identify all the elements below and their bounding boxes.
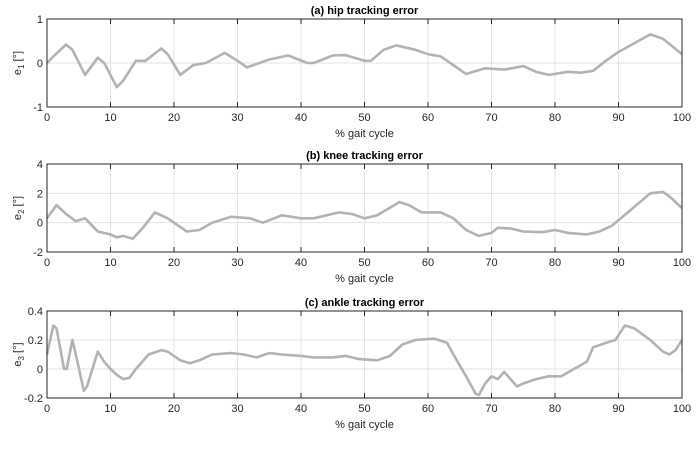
y-tick-label: 0.2 (28, 335, 43, 347)
subplot-3: 0 10 20 30 40 50 60 70 80 90 100-0.200.20.4(c) ank… (12, 297, 691, 431)
x-tick-label: 100 (673, 112, 691, 124)
x-tick-label: 50 (358, 112, 370, 124)
y-tick-label: 0 (37, 58, 43, 70)
data-series-line (45, 324, 684, 397)
data-series-line (45, 190, 683, 241)
x-tick-label: 40 (295, 257, 307, 269)
x-tick-label: 80 (549, 257, 561, 269)
x-tick-label: 90 (612, 112, 624, 124)
x-tick-label: 80 (549, 112, 561, 124)
y-tick-label: 0.4 (28, 306, 43, 318)
y-axis-label: e1 [°] (12, 51, 26, 75)
y-tick-label: 1 (37, 14, 43, 26)
x-tick-label: 60 (422, 403, 434, 415)
x-tick-label: 40 (295, 112, 307, 124)
x-tick-label: 0 (44, 403, 50, 415)
x-tick-label: 30 (231, 112, 243, 124)
x-tick-label: 30 (231, 403, 243, 415)
x-tick-label: 70 (485, 257, 497, 269)
x-tick-label: 80 (549, 403, 561, 415)
x-tick-label: 0 (44, 112, 50, 124)
x-tick-label: 30 (231, 257, 243, 269)
x-axis-label: % gait cycle (335, 128, 394, 140)
x-tick-label: 20 (168, 403, 180, 415)
x-tick-label: 10 (104, 257, 116, 269)
x-tick-label: 70 (485, 112, 497, 124)
x-tick-label: 0 (44, 257, 50, 269)
y-axis-label: e3 [°] (12, 342, 26, 366)
subplot-title: (a) hip tracking error (311, 5, 419, 17)
x-tick-label: 90 (612, 257, 624, 269)
x-tick-label: 90 (612, 403, 624, 415)
x-tick-label: 50 (358, 257, 370, 269)
x-axis-label: % gait cycle (335, 419, 394, 431)
x-tick-label: 70 (485, 403, 497, 415)
y-axis-label: e2 [°] (12, 196, 26, 220)
x-tick-label: 20 (168, 257, 180, 269)
x-tick-label: 60 (422, 112, 434, 124)
data-series-line (46, 33, 683, 89)
x-tick-label: 100 (673, 403, 691, 415)
x-axis-label: % gait cycle (335, 273, 394, 285)
x-tick-label: 20 (168, 112, 180, 124)
y-tick-label: -0.2 (24, 393, 43, 405)
y-tick-label: -1 (33, 102, 43, 114)
y-tick-label: -2 (33, 247, 43, 259)
y-tick-label: 0 (37, 218, 43, 230)
subplot-1: 0 10 20 30 40 50 60 70 80 90 100-101(a) hip tracki… (12, 5, 691, 140)
x-tick-label: 60 (422, 257, 434, 269)
x-tick-label: 50 (358, 403, 370, 415)
subplot-title: (c) ankle tracking error (305, 297, 425, 309)
x-tick-label: 100 (673, 257, 691, 269)
y-tick-label: 0 (37, 364, 43, 376)
x-tick-label: 40 (295, 403, 307, 415)
x-tick-label: 10 (104, 403, 116, 415)
x-tick-label: 10 (104, 112, 116, 124)
subplot-title: (b) knee tracking error (306, 150, 423, 162)
y-tick-label: 2 (37, 188, 43, 200)
y-tick-label: 4 (37, 159, 43, 171)
